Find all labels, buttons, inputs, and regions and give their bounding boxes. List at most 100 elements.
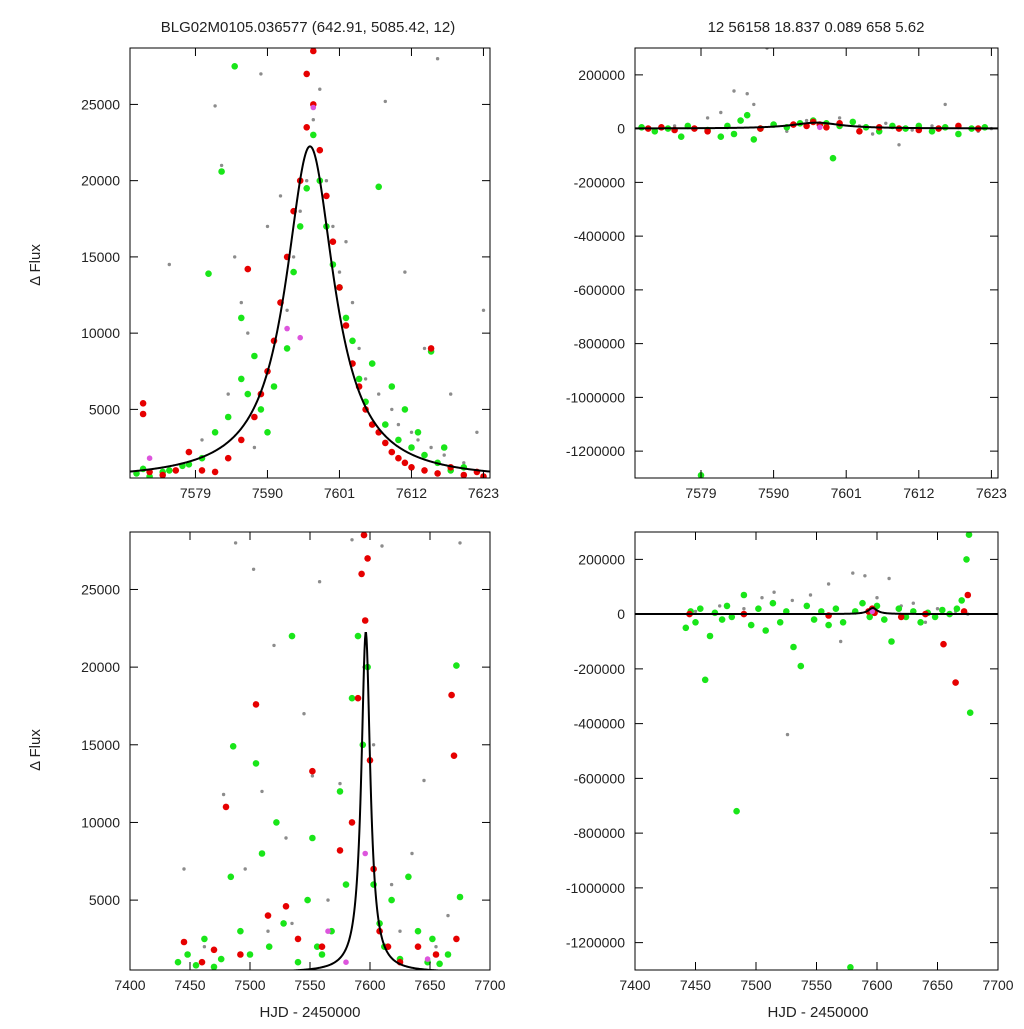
x-tick-label: 7612 xyxy=(396,485,427,501)
data-point-red xyxy=(336,284,343,291)
data-point-gray xyxy=(449,392,453,396)
y-tick-label: -400000 xyxy=(574,228,626,244)
data-point-green xyxy=(747,621,755,629)
data-point-green xyxy=(304,896,311,904)
data-point-green xyxy=(294,958,302,966)
data-point-green xyxy=(205,270,212,278)
data-point-green xyxy=(717,133,725,140)
data-point-red xyxy=(303,124,311,131)
data-point-gray xyxy=(380,544,384,548)
plot-area xyxy=(635,532,998,970)
data-point-green xyxy=(755,605,762,612)
data-point-red xyxy=(460,471,468,478)
series-gray xyxy=(141,57,486,469)
data-point-green xyxy=(375,183,383,191)
data-point-green xyxy=(692,619,699,626)
data-point-red xyxy=(704,128,711,135)
x-tick-label: 7623 xyxy=(976,485,1007,501)
data-point-green xyxy=(290,268,297,276)
data-point-green xyxy=(651,128,659,135)
series-magenta xyxy=(869,608,875,615)
data-point-gray xyxy=(910,128,914,132)
data-point-green xyxy=(963,556,970,563)
data-point-gray xyxy=(377,392,381,396)
data-point-gray xyxy=(760,596,764,600)
data-point-green xyxy=(939,606,946,614)
panel-bottom-left: 7400 7450 7500 7550 7600 7650 7700 5000 10000 150… xyxy=(81,531,506,993)
data-point-red xyxy=(172,467,180,474)
data-point-green xyxy=(953,605,961,612)
data-point-gray xyxy=(265,224,270,229)
data-point-green xyxy=(251,352,258,360)
data-point-red xyxy=(358,570,365,578)
y-tick-label: 200000 xyxy=(578,551,625,567)
x-tick-label: 7500 xyxy=(234,977,265,993)
data-point-red xyxy=(198,467,206,474)
data-point-green xyxy=(740,591,748,599)
data-point-red xyxy=(448,691,455,699)
data-point-gray xyxy=(324,179,329,183)
data-point-green xyxy=(349,337,356,345)
data-point-gray xyxy=(458,541,462,545)
panel-top-left: 7579 7590 7601 7612 7623 5000 10000 15000 20000 2… xyxy=(81,47,499,501)
data-point-gray xyxy=(285,308,289,312)
data-point-red xyxy=(823,124,830,131)
data-point-gray xyxy=(317,580,322,584)
data-point-green xyxy=(810,616,818,623)
y-tick-label: 0 xyxy=(617,606,625,622)
data-point-green xyxy=(917,619,924,626)
data-point-gray xyxy=(752,102,756,107)
data-point-gray xyxy=(935,607,940,611)
plot-area xyxy=(174,532,464,970)
data-point-red xyxy=(856,128,863,135)
plot-frame xyxy=(634,531,999,971)
data-point-red xyxy=(222,803,230,811)
data-point-magenta xyxy=(325,928,331,934)
data-point-green xyxy=(723,602,731,610)
header-right: 12 56158 18.837 0.089 658 5.62 xyxy=(708,19,925,36)
data-point-red xyxy=(382,439,389,447)
series-gray xyxy=(182,538,462,949)
data-point-green xyxy=(184,951,191,958)
data-point-green xyxy=(217,955,225,963)
data-point-green xyxy=(965,532,973,538)
data-point-red xyxy=(364,555,371,562)
data-point-gray xyxy=(435,57,440,61)
data-point-green xyxy=(224,413,232,421)
data-point-gray xyxy=(398,929,402,933)
data-point-gray xyxy=(396,422,401,427)
data-point-gray xyxy=(403,270,407,274)
y-tick-label: 10000 xyxy=(81,814,120,830)
data-point-gray xyxy=(462,461,466,465)
data-point-green xyxy=(231,63,238,70)
data-point-gray xyxy=(790,598,794,603)
y-tick-label: -1200000 xyxy=(566,443,625,459)
data-point-red xyxy=(224,454,232,462)
data-point-gray xyxy=(851,571,855,575)
series-red xyxy=(139,48,487,478)
x-tick-label: 7590 xyxy=(252,485,283,501)
data-point-green xyxy=(730,130,738,138)
data-point-green xyxy=(280,920,287,927)
y-tick-label: -1200000 xyxy=(566,935,625,951)
data-point-red xyxy=(408,464,415,471)
data-point-green xyxy=(318,951,326,958)
data-point-green xyxy=(238,375,245,383)
data-point-gray xyxy=(772,590,776,594)
data-point-red xyxy=(395,454,402,462)
data-point-green xyxy=(873,602,881,610)
data-point-green xyxy=(955,130,962,138)
data-point-gray xyxy=(233,541,238,545)
data-point-gray xyxy=(318,87,322,91)
y-tick-label: -800000 xyxy=(574,336,626,352)
data-point-green xyxy=(728,613,736,621)
data-point-green xyxy=(682,624,690,632)
data-point-gray xyxy=(357,346,361,351)
data-point-gray xyxy=(446,913,450,918)
data-point-gray xyxy=(897,143,901,147)
data-point-green xyxy=(928,128,936,135)
data-point-gray xyxy=(284,836,288,840)
data-point-green xyxy=(211,429,219,436)
data-point-gray xyxy=(272,643,276,648)
